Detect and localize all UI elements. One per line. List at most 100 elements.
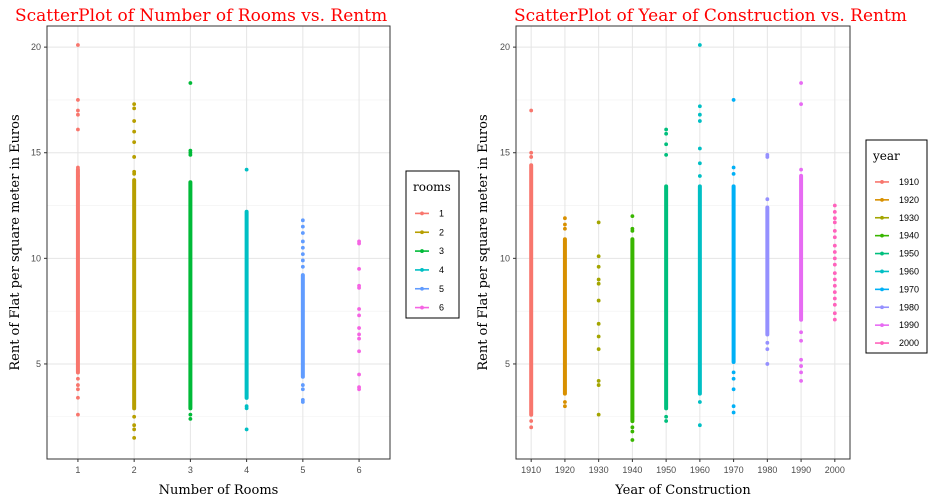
x-tick-label: 1980 xyxy=(757,465,777,475)
data-point xyxy=(132,140,137,145)
data-point xyxy=(76,412,80,417)
legend-label: 2000 xyxy=(899,338,919,348)
x-tick-label: 1920 xyxy=(555,465,575,475)
series-1990 xyxy=(799,81,804,383)
data-point xyxy=(596,220,601,225)
data-point xyxy=(596,277,601,282)
legend-key-point xyxy=(420,230,424,235)
data-point xyxy=(244,427,249,432)
data-point xyxy=(697,43,702,47)
x-tick-label: 1960 xyxy=(690,465,710,475)
data-point xyxy=(300,239,305,244)
legend-key-point xyxy=(420,286,424,291)
data-point xyxy=(596,347,601,352)
data-point xyxy=(357,372,361,377)
data-point xyxy=(832,283,837,288)
dense-point-band xyxy=(765,205,770,337)
data-point xyxy=(799,102,803,107)
data-point xyxy=(832,243,837,248)
data-point xyxy=(132,171,137,176)
data-point xyxy=(76,165,80,170)
legend-key-point xyxy=(880,180,884,184)
data-point xyxy=(132,414,137,419)
data-point xyxy=(596,254,601,259)
dense-point-band xyxy=(799,173,804,322)
data-point xyxy=(799,338,803,343)
x-tick-label: 1990 xyxy=(791,465,811,475)
y-tick-label: 15 xyxy=(31,148,41,158)
dense-point-band xyxy=(188,180,193,411)
data-point xyxy=(300,224,305,229)
legend-label: 6 xyxy=(439,303,444,313)
data-point xyxy=(832,271,837,276)
data-point xyxy=(799,364,803,368)
legend-label: 2 xyxy=(439,227,444,237)
data-point xyxy=(529,155,534,159)
data-point xyxy=(832,220,837,225)
legend-label: 1950 xyxy=(899,249,919,259)
data-point xyxy=(731,98,736,102)
data-point xyxy=(664,419,669,423)
dense-point-band xyxy=(664,184,669,411)
data-point xyxy=(132,129,137,134)
data-point xyxy=(244,406,249,411)
data-point xyxy=(799,370,803,375)
data-point xyxy=(832,290,837,295)
series-1960 xyxy=(697,43,702,428)
data-point xyxy=(765,197,770,202)
legend-key-point xyxy=(420,211,424,216)
plot-background xyxy=(47,26,390,459)
x-tick-label: 4 xyxy=(244,465,249,475)
legend-label: 4 xyxy=(439,265,444,275)
data-point xyxy=(832,228,837,233)
data-point xyxy=(596,334,601,339)
series-1950 xyxy=(664,127,669,423)
series-1910 xyxy=(529,108,534,430)
data-point xyxy=(596,383,601,387)
y-tick-label: 5 xyxy=(36,359,41,369)
data-point xyxy=(300,383,305,387)
dense-point-band xyxy=(300,273,305,379)
legend-key-point xyxy=(880,269,884,274)
series-3 xyxy=(188,81,193,421)
data-point xyxy=(731,387,736,392)
data-point xyxy=(132,106,137,111)
legend-key-point xyxy=(880,251,884,256)
chart-title: ScatterPlot of Number of Rooms vs. Rentm xyxy=(15,6,387,26)
series-1930 xyxy=(596,220,601,417)
data-point xyxy=(76,395,80,400)
dense-point-band xyxy=(75,167,80,375)
legend: rooms 1 2 3 4 5 6 xyxy=(405,170,460,319)
series-1980 xyxy=(765,152,770,366)
data-point xyxy=(132,423,137,428)
x-tick-label: 1 xyxy=(75,465,80,475)
data-point xyxy=(132,102,137,107)
data-point xyxy=(799,378,803,383)
dense-point-band xyxy=(562,237,567,396)
data-point xyxy=(563,222,567,227)
legend: year 1910 1920 1930 1940 1950 1960 1970 1980 1990… xyxy=(865,139,928,354)
data-point xyxy=(563,404,567,409)
dense-point-band xyxy=(132,178,137,411)
data-point xyxy=(697,423,702,428)
data-point xyxy=(300,245,305,250)
data-point xyxy=(799,357,803,362)
data-point xyxy=(596,298,601,303)
dense-point-band xyxy=(731,184,736,364)
dense-point-band xyxy=(697,184,702,396)
data-point xyxy=(630,438,635,442)
data-point xyxy=(244,167,249,172)
data-point xyxy=(357,313,361,318)
data-point xyxy=(799,167,803,172)
data-point xyxy=(630,214,635,218)
data-point xyxy=(563,400,567,404)
legend-key-point xyxy=(880,323,884,328)
x-tick-label: 1950 xyxy=(656,465,676,475)
y-tick-label: 10 xyxy=(31,253,41,263)
legend-key-point xyxy=(880,233,884,238)
data-point xyxy=(596,378,601,383)
year-scatter-panel: ScatterPlot of Year of Construction vs. … xyxy=(476,6,928,498)
legend-label: 5 xyxy=(439,284,444,294)
x-tick-label: 3 xyxy=(188,465,193,475)
